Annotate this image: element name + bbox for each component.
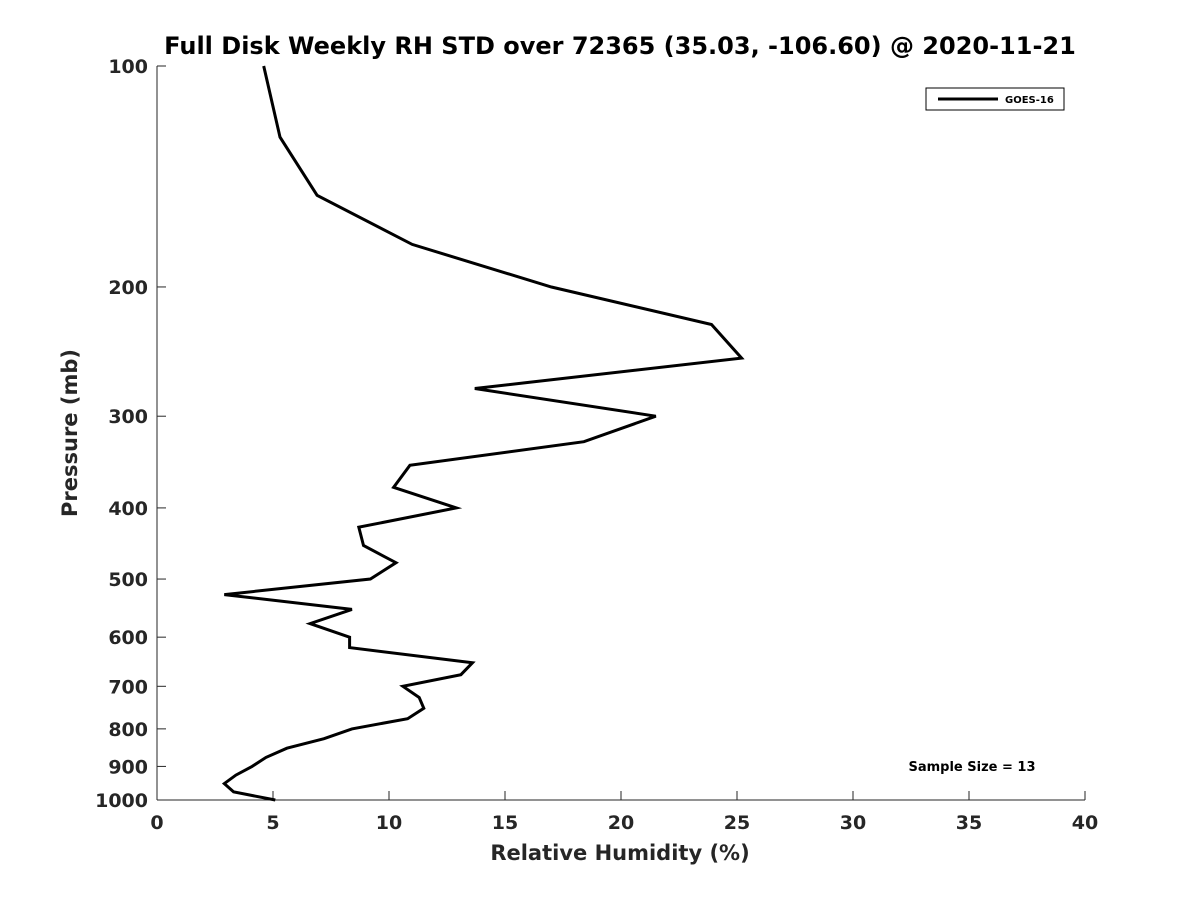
series-layer bbox=[221, 65, 745, 802]
x-axis-ticks: 0 5 10 15 20 25 30 35 40 bbox=[150, 791, 1098, 834]
x-tick-label: 30 bbox=[840, 812, 866, 834]
x-tick-label: 20 bbox=[608, 812, 634, 834]
plot-axes bbox=[156, 66, 1085, 801]
series-line-goes-16 bbox=[221, 65, 745, 802]
y-tick-label: 600 bbox=[108, 627, 148, 649]
y-axis-label: Pressure (mb) bbox=[58, 349, 82, 517]
sample-size-annotation: Sample Size = 13 bbox=[908, 760, 1035, 775]
y-tick-label: 700 bbox=[108, 676, 148, 698]
x-tick-label: 15 bbox=[492, 812, 518, 834]
x-tick-label: 0 bbox=[150, 812, 163, 834]
x-tick-label: 25 bbox=[724, 812, 750, 834]
y-tick-label: 800 bbox=[108, 719, 148, 741]
y-tick-label: 200 bbox=[108, 277, 148, 299]
y-tick-label: 100 bbox=[108, 56, 148, 78]
y-tick-label: 1000 bbox=[95, 790, 148, 812]
x-tick-label: 5 bbox=[266, 812, 279, 834]
y-tick-label: 400 bbox=[108, 498, 148, 520]
y-tick-label: 300 bbox=[108, 406, 148, 428]
x-tick-label: 10 bbox=[376, 812, 402, 834]
x-tick-label: 40 bbox=[1072, 812, 1098, 834]
legend-entry-goes-16: GOES-16 bbox=[1005, 95, 1054, 106]
chart-title: Full Disk Weekly RH STD over 72365 (35.0… bbox=[164, 32, 1076, 60]
x-axis-label: Relative Humidity (%) bbox=[490, 841, 749, 865]
y-axis-ticks: 100 200 300 400 500 600 700 800 900 1000 bbox=[95, 56, 166, 812]
y-tick-label: 900 bbox=[108, 756, 148, 778]
x-tick-label: 35 bbox=[956, 812, 982, 834]
y-tick-label: 500 bbox=[108, 569, 148, 591]
legend: GOES-16 bbox=[925, 87, 1065, 111]
